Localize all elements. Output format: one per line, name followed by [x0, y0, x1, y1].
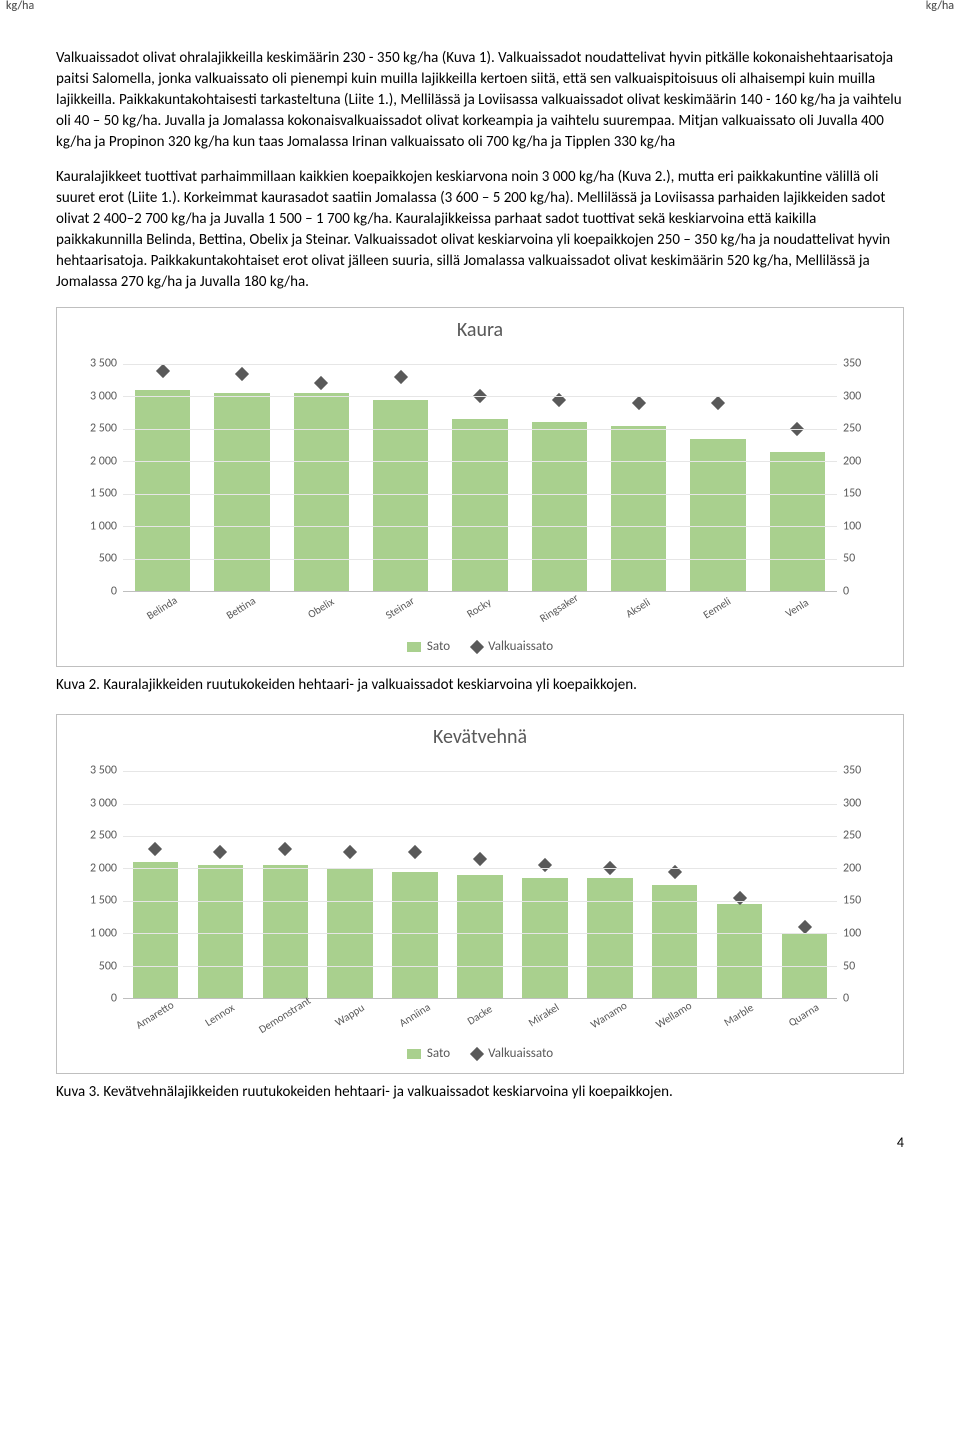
marker-diamond-icon [394, 370, 408, 384]
legend-valk-label: Valkuaissato [488, 1045, 553, 1063]
bar-slot [282, 364, 361, 591]
bar [457, 875, 502, 998]
y-left-axis: 05001 0001 5002 0002 5003 0003 500 [69, 757, 117, 999]
legend-box-icon [407, 642, 421, 652]
bar-slot [707, 771, 772, 998]
legend-sato: Sato [407, 1045, 450, 1063]
chart-kaura: Kaura kg/ha kg/ha 05001 0001 5002 0002 5… [56, 307, 904, 667]
y-right-unit: kg/ha [926, 0, 954, 15]
marker-diamond-icon [213, 845, 227, 859]
bar-slot [577, 771, 642, 998]
legend-sato-label: Sato [427, 1045, 450, 1063]
bar [133, 862, 178, 998]
y-left-axis: 05001 0001 5002 0002 5003 0003 500 [69, 350, 117, 592]
bar [294, 393, 350, 591]
marker-diamond-icon [473, 389, 487, 403]
legend-diamond-icon [470, 640, 484, 654]
bar-slot [202, 364, 281, 591]
legend-box-icon [407, 1049, 421, 1059]
marker-diamond-icon [711, 396, 725, 410]
marker-diamond-icon [790, 422, 804, 436]
legend-valk: Valkuaissato [472, 1045, 553, 1063]
chart-vehna: Kevätvehnä kg/ha kg/ha 05001 0001 5002 0… [56, 714, 904, 1074]
marker-diamond-icon [408, 845, 422, 859]
marker-diamond-icon [733, 891, 747, 905]
bar [611, 426, 667, 591]
bar-slot [520, 364, 599, 591]
y-left-unit: kg/ha [6, 0, 34, 15]
marker-diamond-icon [603, 861, 617, 875]
bar-slot [188, 771, 253, 998]
paragraph-2: Kauralajikkeet tuottivat parhaimmillaan … [56, 167, 904, 293]
bar [327, 868, 372, 998]
bar [452, 419, 508, 591]
bar-slot [448, 771, 513, 998]
bar [652, 885, 697, 999]
bar-slot [318, 771, 383, 998]
legend-valk: Valkuaissato [472, 638, 553, 656]
bar [587, 878, 632, 998]
legend-valk-label: Valkuaissato [488, 638, 553, 656]
y-right-axis: 050100150200250300350 [843, 757, 891, 999]
bar-slot [772, 771, 837, 998]
bars-container [123, 364, 837, 591]
bar-slot [678, 364, 757, 591]
bar [532, 422, 588, 591]
bar-slot [758, 364, 837, 591]
marker-diamond-icon [797, 920, 811, 934]
bar-slot [123, 364, 202, 591]
marker-diamond-icon [473, 852, 487, 866]
bar-slot [383, 771, 448, 998]
caption-kuva3: Kuva 3. Kevätvehnälajikkeiden ruutukokei… [56, 1082, 904, 1103]
chart-kaura-title: Kaura [69, 316, 891, 344]
marker-diamond-icon [552, 393, 566, 407]
marker-diamond-icon [538, 858, 552, 872]
marker-diamond-icon [314, 376, 328, 390]
bar-slot [361, 364, 440, 591]
x-axis-labels: BelindaBettinaObelixSteinarRockyRingsake… [123, 594, 837, 620]
paragraph-1: Valkuaissadot olivat ohralajikkeilla kes… [56, 48, 904, 153]
bar [690, 439, 746, 591]
y-right-axis: 050100150200250300350 [843, 350, 891, 592]
bar [373, 400, 429, 591]
bar [198, 865, 243, 998]
page-number: 4 [56, 1133, 904, 1153]
marker-diamond-icon [148, 842, 162, 856]
bar-slot [253, 771, 318, 998]
bar [214, 393, 270, 591]
bar-slot [123, 771, 188, 998]
bar [263, 865, 308, 998]
legend-sato: Sato [407, 638, 450, 656]
bar-slot [599, 364, 678, 591]
marker-diamond-icon [235, 367, 249, 381]
bar [392, 872, 437, 998]
bars-container [123, 771, 837, 998]
plot-area [123, 364, 837, 592]
bar [770, 452, 826, 591]
bar-slot [642, 771, 707, 998]
bar-slot [440, 364, 519, 591]
legend-diamond-icon [470, 1047, 484, 1061]
chart-vehna-title: Kevätvehnä [69, 723, 891, 751]
marker-diamond-icon [343, 845, 357, 859]
marker-diamond-icon [156, 363, 170, 377]
bar [717, 904, 762, 998]
bar [782, 933, 827, 998]
x-axis-labels: AmarettoLennoxDemonstrantWappuAnniinaDac… [123, 1001, 837, 1027]
bar [522, 878, 567, 998]
marker-diamond-icon [278, 842, 292, 856]
caption-kuva2: Kuva 2. Kauralajikkeiden ruutukokeiden h… [56, 675, 904, 696]
marker-diamond-icon [668, 865, 682, 879]
bar-slot [512, 771, 577, 998]
legend-sato-label: Sato [427, 638, 450, 656]
marker-diamond-icon [632, 396, 646, 410]
plot-area [123, 771, 837, 999]
bar [135, 390, 191, 591]
